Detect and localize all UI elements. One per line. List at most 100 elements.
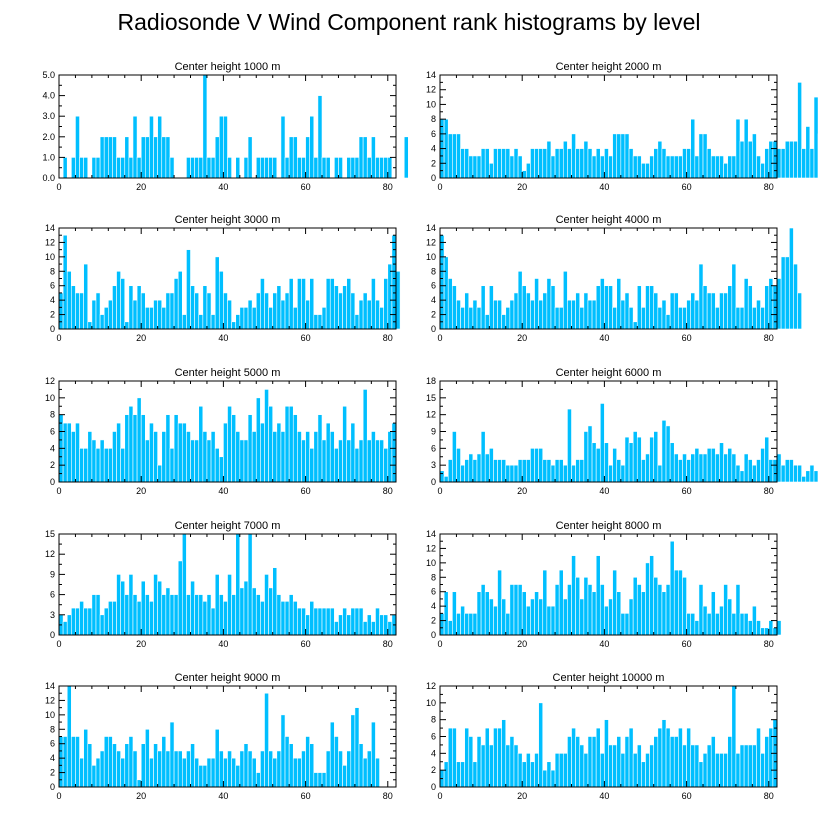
histogram-bar [112, 743, 117, 788]
x-tick-label: 20 [517, 333, 527, 343]
histogram-bar [71, 285, 76, 330]
histogram-bar [595, 148, 601, 179]
histogram-bar [79, 601, 84, 636]
histogram-bar [612, 569, 618, 636]
histogram-bar [620, 299, 626, 330]
histogram-bar [793, 263, 798, 330]
y-tick-label: 0.0 [42, 173, 55, 183]
histogram-bar [599, 155, 605, 179]
histogram-bar [801, 476, 807, 483]
histogram-bar [579, 598, 585, 636]
histogram-bar [682, 307, 687, 330]
histogram-panel: Center height 5000 m 0 20 40 60 80 0 2 4 6 8 10 12 [45, 367, 397, 496]
y-tick-label: 10 [45, 710, 55, 720]
histogram-bar [371, 278, 376, 330]
histogram-bar [776, 278, 782, 330]
histogram-bar [346, 750, 352, 788]
histogram-bar [161, 431, 167, 483]
histogram-bar [218, 594, 224, 636]
histogram-bar [546, 278, 552, 330]
histogram-bar [169, 292, 175, 330]
histogram-bar [809, 464, 815, 483]
y-tick-label: 2 [431, 616, 436, 626]
histogram-bar [591, 591, 597, 636]
histogram-bar [489, 162, 494, 179]
y-tick-label: 6 [431, 443, 436, 453]
histogram-bar [723, 453, 728, 483]
histogram-bar [149, 757, 154, 788]
histogram-bar [628, 727, 634, 788]
histogram-bar [329, 278, 335, 330]
histogram-bar [116, 270, 121, 330]
histogram-bar [194, 439, 200, 483]
histogram-bar [554, 307, 560, 330]
histogram-bar [149, 601, 154, 636]
histogram-bar [99, 439, 105, 483]
histogram-bar [657, 464, 663, 483]
histogram-bar [288, 278, 294, 330]
histogram-bar [202, 74, 208, 179]
histogram-bar [513, 744, 519, 788]
histogram-bar [157, 115, 163, 179]
histogram-bar [116, 750, 121, 788]
histogram-bar [505, 744, 511, 788]
histogram-bar [554, 584, 560, 636]
histogram-bar [579, 744, 585, 788]
histogram-bar [75, 115, 80, 179]
histogram-bar [95, 594, 101, 636]
histogram-bar [476, 155, 482, 179]
histogram-bar [354, 607, 360, 636]
histogram-bar [526, 459, 531, 483]
histogram-bar [280, 115, 286, 179]
histogram-bar [612, 133, 618, 179]
histogram-bar [313, 314, 319, 330]
histogram-bar [223, 601, 228, 636]
histogram-bar [542, 148, 548, 179]
histogram-bar [710, 448, 716, 483]
histogram-bar [587, 148, 593, 179]
histogram-bar [509, 584, 515, 636]
histogram-bar [350, 292, 356, 330]
histogram-bar [739, 613, 745, 636]
histogram-bar [334, 736, 339, 788]
histogram-bar [653, 148, 659, 179]
histogram-bar [784, 256, 790, 330]
y-tick-label: 6 [50, 590, 55, 600]
histogram-bar [371, 136, 376, 179]
histogram-bar [452, 285, 457, 330]
histogram-bar [366, 157, 372, 179]
histogram-bar [756, 727, 761, 788]
histogram-bar [747, 744, 753, 788]
histogram-bar [558, 459, 564, 483]
histogram-bar [145, 439, 150, 483]
histogram-bar [264, 292, 269, 330]
histogram-bar [346, 157, 352, 179]
histogram-bar [186, 249, 191, 330]
histogram-bar [595, 285, 601, 330]
histogram-bar [497, 299, 502, 330]
histogram-bar [764, 148, 770, 179]
histogram-bar [301, 157, 306, 179]
histogram-bar [550, 464, 556, 483]
histogram-bar [739, 744, 745, 788]
histogram-bar [309, 743, 315, 788]
histogram-bar [735, 464, 741, 483]
histogram-bar [797, 292, 802, 330]
histogram-bar [362, 389, 368, 483]
histogram-bar [768, 140, 774, 179]
histogram-bar [157, 750, 163, 788]
histogram-bar [562, 270, 568, 330]
histogram-bar [140, 743, 146, 788]
histogram-bar [747, 620, 753, 636]
histogram-bar [177, 270, 183, 330]
histogram-bar [120, 448, 126, 483]
histogram-bar [153, 136, 158, 179]
panel-title: Center height 6000 m [556, 367, 662, 379]
histogram-bar [472, 613, 478, 636]
histogram-bar [334, 157, 339, 179]
histogram-bar [255, 397, 261, 483]
histogram-bar [268, 750, 274, 788]
histogram-bar [562, 753, 568, 788]
histogram-bar [317, 772, 323, 788]
histogram-bar [702, 453, 708, 483]
